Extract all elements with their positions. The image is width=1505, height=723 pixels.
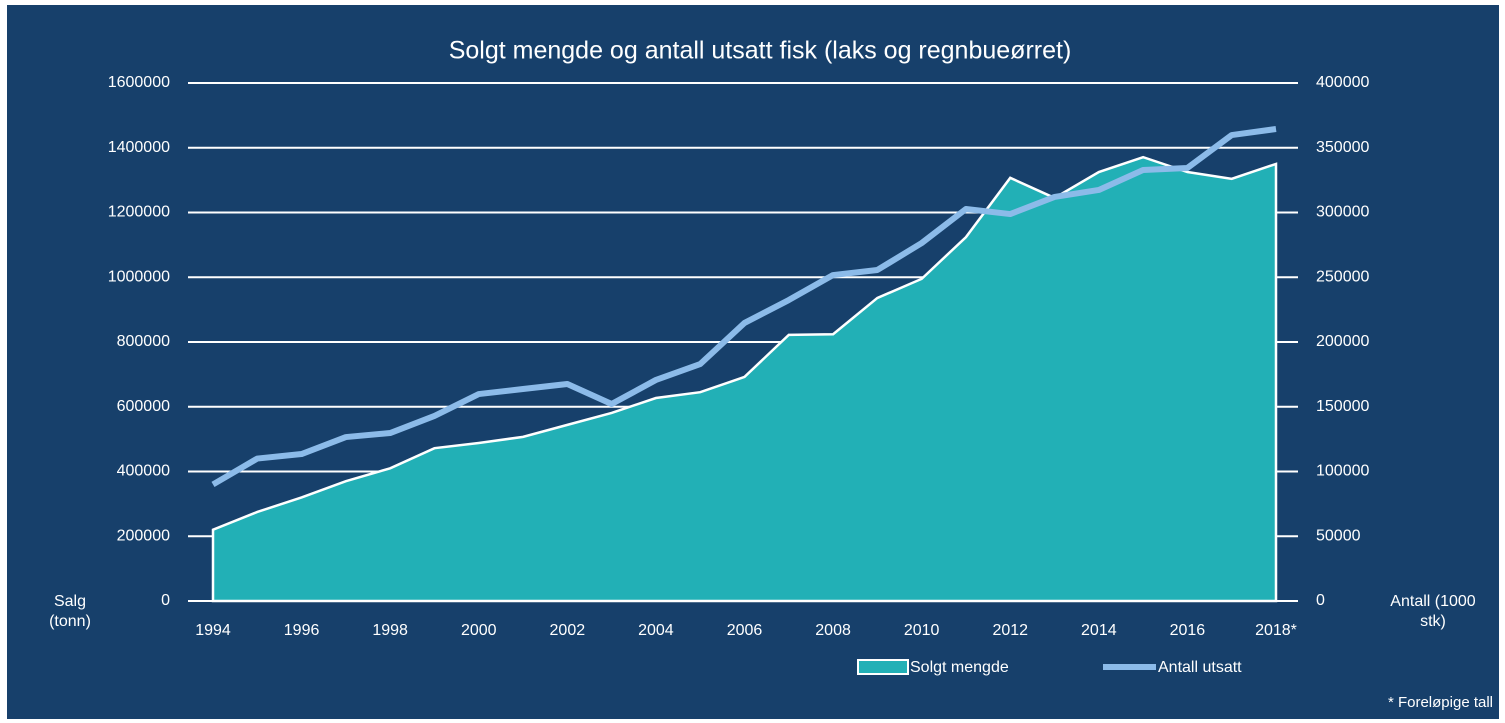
x-tick-label: 1998 xyxy=(372,622,408,639)
y-tick-label: 800000 xyxy=(117,333,170,350)
x-tick-label: 2004 xyxy=(638,622,674,639)
area xyxy=(211,155,1278,603)
y-tick-label: 1000000 xyxy=(108,268,170,285)
y-tick-label: 1200000 xyxy=(108,204,170,221)
x-tick-label: 2014 xyxy=(1081,622,1117,639)
y2-tick-label: 100000 xyxy=(1316,463,1369,480)
y-axis-label: Salg (tonn) xyxy=(49,593,91,630)
footnote: * Foreløpige tall xyxy=(1387,694,1493,711)
y-tick-label: 1600000 xyxy=(108,74,170,91)
x-tick-label: 2000 xyxy=(461,622,497,639)
x-tick-label: 2002 xyxy=(550,622,586,639)
y-tick-label: 600000 xyxy=(117,398,170,415)
y-tick-label: 0 xyxy=(161,592,170,609)
y2-tick-label: 200000 xyxy=(1316,333,1369,350)
y2-tick-label: 400000 xyxy=(1316,74,1369,91)
x-tick-label: 2016 xyxy=(1170,622,1206,639)
y2-tick-label: 350000 xyxy=(1316,139,1369,156)
y2-axis-label: Antall (1000 stk) xyxy=(1390,593,1476,630)
y-tick-label: 1400000 xyxy=(108,139,170,156)
y2-tick-label: 150000 xyxy=(1316,398,1369,415)
x-tick-label: 2018* xyxy=(1255,622,1297,639)
x-tick-label: 2012 xyxy=(992,622,1028,639)
x-tick-label: 1996 xyxy=(284,622,320,639)
x-tick-label: 1994 xyxy=(195,622,231,639)
x-tick-label: 2010 xyxy=(904,622,940,639)
legend-label: Antall utsatt xyxy=(1158,659,1242,676)
y-tick-label: 200000 xyxy=(117,527,170,544)
x-tick-label: 2008 xyxy=(815,622,851,639)
legend-label: Solgt mengde xyxy=(910,659,1009,676)
y2-tick-label: 250000 xyxy=(1316,268,1369,285)
legend-swatch xyxy=(857,659,909,675)
x-tick-label: 2006 xyxy=(727,622,763,639)
y2-tick-label: 50000 xyxy=(1316,527,1361,544)
y2-tick-label: 0 xyxy=(1316,592,1325,609)
y-tick-label: 400000 xyxy=(117,463,170,480)
y2-tick-label: 300000 xyxy=(1316,204,1369,221)
line xyxy=(211,126,1277,488)
chart-title: Solgt mengde og antall utsatt fisk (laks… xyxy=(449,37,1072,65)
